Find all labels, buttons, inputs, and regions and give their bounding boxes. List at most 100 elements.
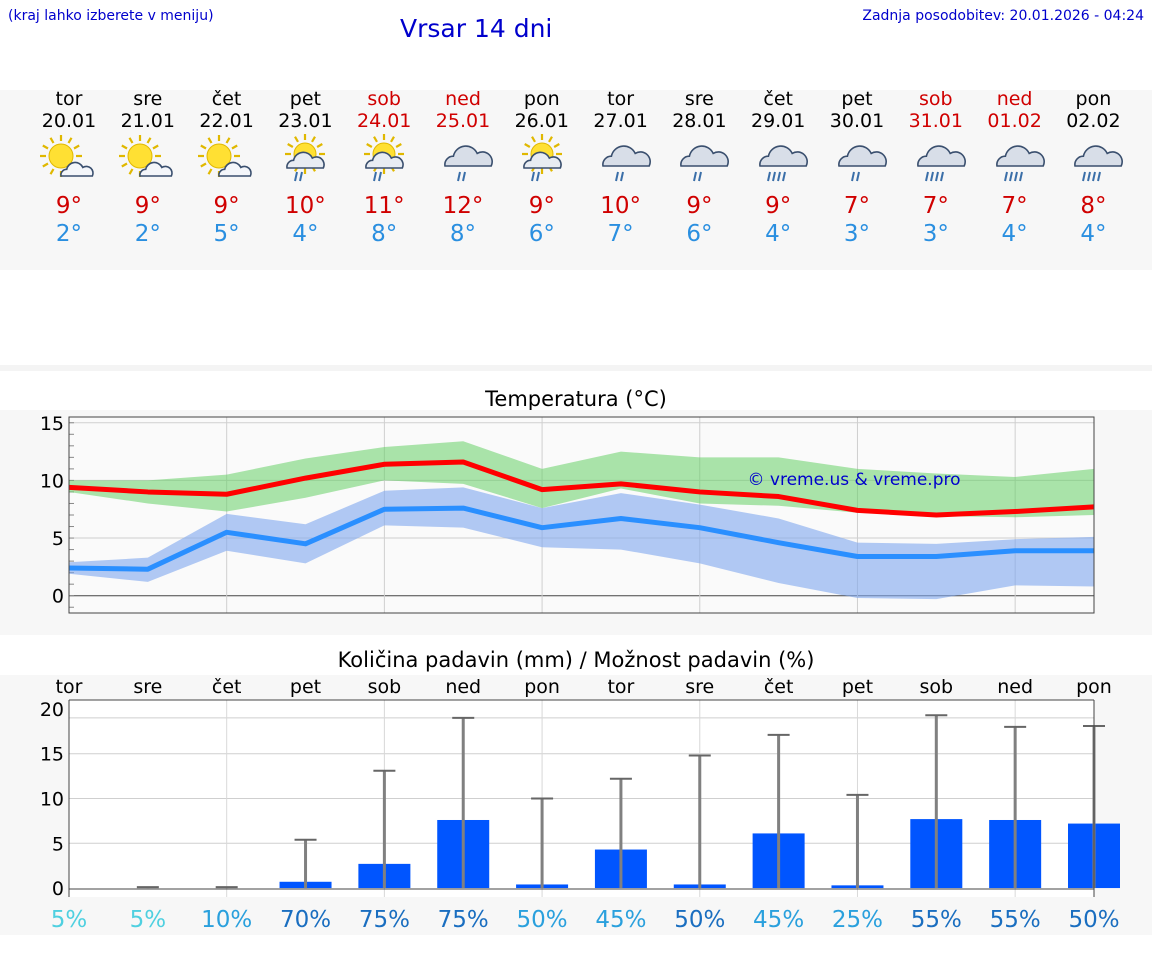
precip-probability: 55%	[990, 907, 1041, 933]
sun-cloud-rain-icon	[364, 134, 405, 182]
day-label: ned	[445, 676, 481, 698]
precip-max-whisker	[609, 777, 632, 889]
temp-min: 3°	[843, 221, 871, 247]
temp-max: 7°	[922, 193, 949, 219]
precip-probability: 45%	[753, 907, 804, 933]
day-name: sre	[684, 88, 714, 110]
last-update: Zadnja posodobitev: 20.01.2026 - 04:24	[862, 8, 1144, 24]
precipitation-chart: tor sre čet pet sob ned pon tor sre čet pet sob ned p…	[40, 676, 1120, 933]
day-name: pet	[841, 88, 873, 110]
sun-cloud-icon	[40, 135, 94, 177]
sun-cloud-icon	[118, 135, 173, 177]
temp-min: 2°	[55, 221, 83, 247]
day-name: ned	[445, 88, 481, 110]
watermark: © vreme.us & vreme.pro	[747, 470, 960, 490]
forecast-day: sob 24.01 11° 8°	[349, 88, 419, 248]
forecast-day: čet 22.01 9° 5°	[192, 88, 262, 248]
day-name: tor	[55, 88, 83, 110]
location-menu-hint[interactable]: (kraj lahko izberete v meniju)	[8, 8, 214, 24]
forecast-day: ned 01.02 7° 4°	[980, 88, 1050, 248]
forecast-day: pet 30.01 7° 3°	[822, 88, 892, 248]
forecast-day: pon 02.02 8° 4°	[1058, 88, 1128, 248]
cloud-heavy-rain-icon	[916, 145, 966, 182]
day-date: 26.01	[514, 110, 569, 132]
forecast-day: pet 23.01 10° 4°	[270, 88, 340, 248]
precip-probability: 5%	[51, 907, 88, 933]
day-date: 24.01	[356, 110, 412, 132]
day-date: 21.01	[120, 110, 175, 132]
cloud-rain-icon	[601, 145, 651, 182]
min-temperature-line	[68, 505, 1094, 572]
temp-max: 9°	[134, 193, 161, 219]
day-label: sob	[920, 676, 954, 698]
precip-probability: 45%	[595, 907, 646, 933]
temp-max: 12°	[442, 193, 484, 219]
precip-probability: 5%	[130, 907, 167, 933]
day-date: 30.01	[829, 110, 885, 132]
temp-max: 7°	[1001, 193, 1028, 219]
day-label: čet	[764, 676, 794, 698]
cloud-rain-icon	[838, 145, 887, 182]
page-title: Vrsar 14 dni	[400, 14, 553, 43]
day-name: pet	[289, 88, 321, 110]
max-temperature-line	[68, 459, 1095, 518]
temperature-chart-title: Temperatura (°C)	[485, 387, 667, 411]
day-date: 29.01	[750, 110, 806, 132]
day-label: pon	[524, 676, 560, 698]
forecast-day: sob 31.01 7° 3°	[901, 88, 971, 248]
day-date: 23.01	[278, 110, 333, 132]
day-label: pet	[842, 676, 873, 698]
cloud-heavy-rain-icon	[1074, 145, 1124, 182]
temp-min: 5°	[213, 221, 240, 247]
day-date: 22.01	[199, 110, 254, 132]
day-date: 31.01	[908, 110, 963, 132]
day-date: 02.02	[1066, 110, 1121, 132]
sun-cloud-rain-icon	[521, 134, 562, 182]
day-label: tor	[56, 676, 83, 698]
temp-max: 9°	[213, 193, 240, 219]
max-temperature-band	[69, 441, 1094, 518]
day-name: sob	[919, 88, 953, 110]
cloud-rain-icon	[680, 145, 730, 182]
day-label: sre	[133, 676, 162, 698]
temp-min: 4°	[1001, 221, 1028, 247]
temp-max: 8°	[1080, 193, 1107, 219]
forecast-day: sre 21.01 9° 2°	[113, 88, 183, 248]
sun-cloud-rain-icon	[285, 134, 326, 182]
day-name: čet	[763, 88, 793, 110]
day-label: čet	[212, 676, 242, 698]
y-tick-label: 10	[40, 789, 64, 811]
precipitation-chart-title: Količina padavin (mm) / Možnost padavin …	[337, 648, 815, 672]
precip-max-whisker	[452, 716, 475, 889]
min-temperature-band	[69, 487, 1094, 600]
precip-max-whisker	[1004, 725, 1027, 889]
temp-max: 9°	[528, 193, 555, 219]
temp-min: 8°	[371, 221, 398, 247]
precip-max-whisker	[688, 754, 711, 889]
precip-max-whisker	[373, 769, 396, 889]
day-name: čet	[211, 88, 242, 110]
forecast-day: sre 28.01 9° 6°	[664, 88, 734, 248]
temp-max: 11°	[363, 193, 405, 219]
y-tick-label: 0	[52, 586, 64, 608]
precip-max-whisker	[136, 886, 159, 889]
day-label: tor	[607, 676, 634, 698]
temperature-chart: 15 10 5 0 © vreme.us & vreme.pro	[40, 413, 1095, 614]
forecast-day: čet 29.01 9° 4°	[743, 88, 813, 248]
day-name: ned	[996, 88, 1033, 110]
precip-probability: 50%	[517, 907, 568, 933]
day-label: sre	[685, 676, 714, 698]
y-tick-label: 15	[40, 413, 64, 435]
forecast-day: ned 25.01 12° 8°	[428, 88, 498, 248]
precip-probability: 50%	[674, 907, 725, 933]
temp-min: 4°	[292, 221, 319, 247]
precip-probability: 10%	[201, 907, 252, 933]
precip-probability: 50%	[1068, 907, 1119, 933]
precip-max-whisker	[767, 733, 790, 889]
forecast-day: tor 27.01 10° 7°	[586, 88, 656, 248]
cloud-rain-icon	[444, 145, 493, 182]
precip-probability: 55%	[911, 907, 962, 933]
precip-max-whisker	[531, 797, 554, 889]
cloud-heavy-rain-icon	[995, 145, 1045, 182]
temp-max: 10°	[600, 193, 641, 219]
